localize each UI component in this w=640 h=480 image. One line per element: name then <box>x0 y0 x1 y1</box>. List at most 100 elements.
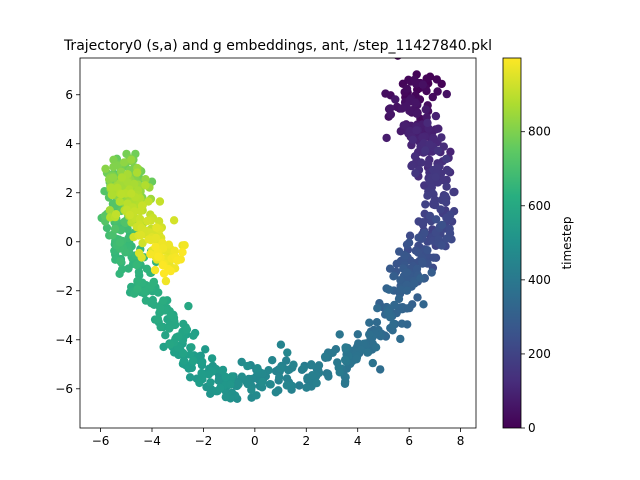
scatter-point <box>173 256 182 265</box>
scatter-point <box>159 269 169 278</box>
scatter-point <box>421 200 430 209</box>
scatter-point <box>383 308 393 317</box>
scatter-point <box>264 366 273 375</box>
scatter-point <box>405 231 415 240</box>
scatter-point <box>101 164 110 173</box>
y-tick-label: −2 <box>55 284 73 298</box>
scatter-point <box>402 304 412 313</box>
scatter-point <box>373 304 382 313</box>
scatter-point <box>411 79 421 88</box>
scatter-point <box>221 372 230 382</box>
scatter-point <box>417 158 426 167</box>
scatter-point <box>214 376 223 385</box>
scatter-point <box>407 161 416 171</box>
scatter-point <box>418 80 428 89</box>
scatter-point <box>429 253 438 262</box>
scatter-point <box>420 228 429 238</box>
scatter-point <box>433 87 442 96</box>
scatter-point <box>266 380 275 389</box>
scatter-point <box>178 248 187 257</box>
scatter-point <box>227 372 237 381</box>
x-tick-label: −2 <box>195 434 213 448</box>
scatter-point <box>422 74 431 83</box>
scatter-point <box>111 210 121 219</box>
scatter-point <box>151 233 161 243</box>
colorbar-ticks: 0 200 400 600 800 <box>521 125 551 435</box>
scatter-point <box>411 169 420 178</box>
scatter-point <box>133 276 142 286</box>
scatter-point <box>116 257 125 266</box>
scatter-point <box>418 259 427 268</box>
scatter-point <box>432 75 441 84</box>
scatter-point <box>308 371 317 380</box>
scatter-point <box>402 84 412 94</box>
y-tick-label: −4 <box>55 333 73 347</box>
scatter-point <box>108 173 118 182</box>
scatter-point <box>155 197 165 206</box>
scatter-point <box>115 197 125 206</box>
colorbar-tick-label: 600 <box>528 199 551 213</box>
scatter-point <box>431 173 440 182</box>
scatter-point <box>381 89 390 98</box>
scatter-point <box>282 374 292 383</box>
scatter-point <box>341 343 350 352</box>
scatter-point <box>402 268 411 277</box>
y-axis: −6 −4 −2 0 2 4 6 <box>55 88 80 396</box>
scatter-point <box>376 365 385 374</box>
plot-area: −6 −4 −2 0 2 4 6 8 −6 −4 −2 0 2 4 6 <box>55 57 477 448</box>
scatter-point <box>136 230 146 240</box>
scatter-point <box>146 250 155 259</box>
scatter-point <box>276 340 286 349</box>
scatter-point <box>442 182 451 191</box>
scatter-point <box>275 373 284 382</box>
scatter-point <box>152 223 161 232</box>
scatter-point <box>441 191 450 201</box>
y-tick-label: 2 <box>65 186 73 200</box>
scatter-point <box>421 105 430 114</box>
scatter-point <box>386 110 396 119</box>
scatter-point <box>166 266 175 276</box>
y-tick-label: 0 <box>65 235 73 249</box>
scatter-point <box>252 391 261 400</box>
scatter-point <box>423 118 432 128</box>
scatter-point <box>123 225 132 234</box>
scatter-point <box>258 377 267 387</box>
scatter-point <box>328 348 337 357</box>
scatter-point <box>133 285 142 294</box>
scatter-point <box>340 355 350 364</box>
scatter-point <box>412 109 422 119</box>
scatter-point <box>127 155 136 164</box>
scatter-point <box>198 357 207 366</box>
scatter-point <box>189 356 198 365</box>
scatter-point <box>158 260 167 270</box>
scatter-point <box>444 166 453 176</box>
scatter-point <box>404 238 414 247</box>
scatter-point <box>394 58 402 60</box>
scatter-point <box>108 231 117 240</box>
scatter-point <box>395 305 405 314</box>
scatter-point <box>299 364 308 373</box>
scatter-point <box>365 330 374 339</box>
scatter-point <box>156 322 165 332</box>
scatter-point <box>207 354 217 363</box>
scatter-point <box>135 214 145 223</box>
scatter-point <box>295 381 304 390</box>
scatter-point <box>421 146 430 155</box>
scatter-point <box>268 356 277 365</box>
y-tick-label: −6 <box>55 382 73 396</box>
scatter-point <box>363 348 372 357</box>
scatter-point <box>253 364 262 373</box>
scatter-point <box>204 370 213 379</box>
scatter-point <box>179 348 188 358</box>
scatter-point <box>166 310 175 320</box>
scatter-point <box>271 388 280 397</box>
scatter-point <box>302 383 311 392</box>
scatter-point <box>282 356 291 365</box>
scatter-point <box>169 216 179 225</box>
scatter-point <box>141 181 150 190</box>
scatter-point <box>149 278 158 287</box>
scatter-point <box>436 205 445 214</box>
scatter-point <box>185 373 195 382</box>
scatter-point <box>397 104 407 113</box>
colorbar-tick-label: 400 <box>528 273 551 287</box>
